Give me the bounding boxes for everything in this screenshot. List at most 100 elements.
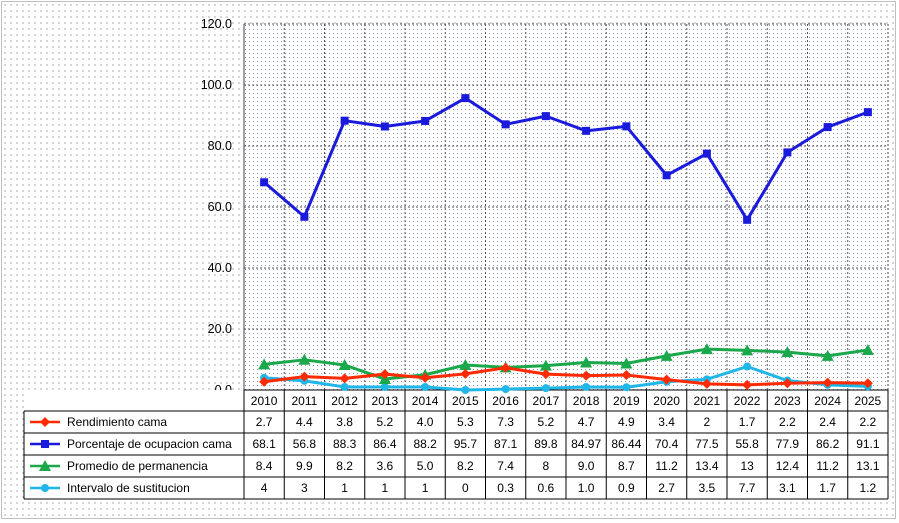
data-label: 5.2 xyxy=(538,415,555,429)
data-point xyxy=(379,369,390,380)
data-label: 88.2 xyxy=(413,437,437,451)
data-point xyxy=(861,344,874,356)
series-line xyxy=(263,366,868,387)
data-point xyxy=(340,116,349,125)
data-point xyxy=(541,384,550,393)
data-label: 11.2 xyxy=(655,459,678,473)
data-label: 2.4 xyxy=(819,415,836,429)
data-label: 70.4 xyxy=(655,437,679,451)
x-category-label: 2025 xyxy=(855,394,882,408)
data-point xyxy=(299,371,310,382)
data-point xyxy=(741,344,754,356)
data-point xyxy=(662,171,671,180)
legend-key-marker xyxy=(39,460,51,471)
data-label: 86.2 xyxy=(816,437,840,451)
data-label: 4 xyxy=(261,481,268,495)
data-point xyxy=(743,215,752,224)
data-table-background xyxy=(24,390,888,499)
data-point xyxy=(661,374,672,385)
data-point xyxy=(461,94,470,103)
data-label: 4.0 xyxy=(417,415,434,429)
data-point xyxy=(338,358,351,370)
legend-entry: Porcentaje de ocupacion cama xyxy=(67,437,232,451)
data-label: 84.97 xyxy=(571,437,601,451)
data-point xyxy=(421,116,430,125)
data-label: 1 xyxy=(341,481,348,495)
data-label: 13.4 xyxy=(695,459,719,473)
data-point xyxy=(821,349,834,361)
data-point xyxy=(863,108,872,117)
data-label: 5.3 xyxy=(457,415,474,429)
data-point xyxy=(380,382,389,391)
data-point xyxy=(781,346,794,358)
data-point xyxy=(621,370,632,381)
data-label: 0.6 xyxy=(538,481,555,495)
x-category-label: 2017 xyxy=(533,394,560,408)
data-label: 8.4 xyxy=(256,459,273,473)
x-category-label: 2015 xyxy=(452,394,479,408)
data-label: 2.7 xyxy=(658,481,675,495)
data-label: 55.8 xyxy=(735,437,759,451)
data-point xyxy=(580,356,593,368)
data-label: 2.2 xyxy=(779,415,796,429)
x-category-label: 2023 xyxy=(774,394,801,408)
data-label: 1.0 xyxy=(578,481,595,495)
data-point xyxy=(823,123,832,132)
data-point xyxy=(581,370,592,381)
data-point xyxy=(460,368,471,379)
x-category-label: 2013 xyxy=(372,394,399,408)
data-point xyxy=(620,357,633,369)
x-category-label: 2018 xyxy=(573,394,600,408)
data-point xyxy=(461,386,470,394)
data-point xyxy=(421,382,430,391)
x-category-label: 2022 xyxy=(734,394,761,408)
data-label: 68.1 xyxy=(252,437,276,451)
data-label: 4.9 xyxy=(618,415,635,429)
legend-key-marker xyxy=(41,440,49,448)
x-category-label: 2020 xyxy=(653,394,680,408)
y-tick-label: 120.0 xyxy=(201,17,232,31)
data-label: 0.9 xyxy=(618,481,635,495)
data-label: 86.44 xyxy=(611,437,641,451)
series-line xyxy=(263,96,869,222)
data-label: 8.2 xyxy=(336,459,353,473)
data-point xyxy=(298,353,311,365)
data-label: 12.4 xyxy=(776,459,800,473)
data-label: 0.3 xyxy=(497,481,514,495)
data-label: 77.5 xyxy=(695,437,719,451)
data-label: 8.2 xyxy=(457,459,474,473)
data-label: 86.4 xyxy=(373,437,397,451)
data-point xyxy=(700,343,713,355)
data-point xyxy=(783,148,792,157)
x-category-label: 2012 xyxy=(331,394,358,408)
data-label: 3.6 xyxy=(377,459,394,473)
data-label: 3.5 xyxy=(699,481,716,495)
data-label: 7.3 xyxy=(497,415,514,429)
data-label: 3 xyxy=(301,481,308,495)
y-tick-label: 100.0 xyxy=(201,78,232,92)
legend-entry: Rendimiento cama xyxy=(67,415,167,429)
data-point xyxy=(501,385,510,394)
data-label: 95.7 xyxy=(454,437,478,451)
data-point xyxy=(782,378,793,389)
data-label: 13 xyxy=(740,459,754,473)
data-point xyxy=(259,376,270,387)
data-label: 5.0 xyxy=(417,459,434,473)
data-label: 4.7 xyxy=(578,415,595,429)
data-point xyxy=(742,379,753,390)
data-label: 2 xyxy=(704,415,711,429)
data-point xyxy=(701,378,712,389)
data-label: 2.2 xyxy=(860,415,877,429)
data-label: 7.7 xyxy=(739,481,756,495)
data-point xyxy=(258,358,271,370)
data-label: 3.8 xyxy=(336,415,353,429)
y-tick-label: 60.0 xyxy=(208,200,232,214)
data-label: 8.7 xyxy=(618,459,635,473)
data-label: 87.1 xyxy=(494,437,518,451)
data-point xyxy=(300,212,309,221)
data-label: 5.2 xyxy=(377,415,394,429)
series-line xyxy=(264,365,868,392)
x-category-label: 2014 xyxy=(412,394,439,408)
data-label: 1 xyxy=(382,481,389,495)
